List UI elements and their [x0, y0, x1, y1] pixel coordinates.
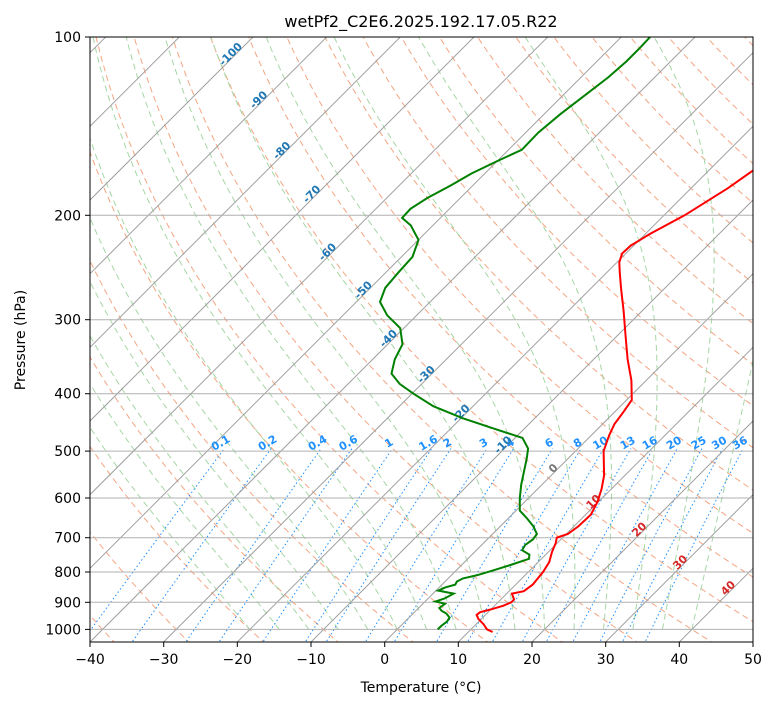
- wetbulb-label: -60: [316, 240, 339, 263]
- moist-adiabat-line: [654, 37, 714, 629]
- x-tick-label: −20: [223, 652, 253, 668]
- mixing-ratio-label: 0.2: [256, 433, 279, 454]
- mixing-ratio-label: 16: [640, 433, 660, 452]
- mixing-ratio-label: 20: [664, 433, 684, 452]
- wetbulb-label: -80: [270, 139, 293, 162]
- mixing-ratio-label: 3: [477, 436, 490, 451]
- x-tick-label: 30: [597, 652, 615, 668]
- moist-adiabat-line: [266, 37, 544, 629]
- x-axis-label: Temperature (°C): [360, 680, 482, 696]
- moist-adiabat-line: [334, 37, 575, 629]
- theta-e-label: 20: [629, 519, 649, 539]
- temperature-line: [477, 37, 775, 632]
- y-tick-label: 200: [54, 208, 81, 224]
- isotherm-line: [14, 24, 635, 645]
- dry-adiabat-line: [282, 26, 775, 644]
- isotherm-line: [751, 24, 775, 645]
- wetbulb-label: -100: [216, 40, 245, 69]
- y-tick-label: 400: [54, 387, 81, 403]
- mixing-ratio-label: 1.6: [416, 432, 440, 453]
- mixing-ratio-line: [435, 449, 553, 645]
- dry-adiabat-line: [0, 26, 266, 644]
- x-tick-label: 40: [670, 652, 688, 668]
- wetbulb-label: -50: [352, 278, 375, 301]
- x-axis-ticks: −40 −30 −20 −10 0 10 20 30 40 50: [75, 642, 762, 668]
- x-tick-label: −10: [296, 652, 326, 668]
- y-tick-label: 800: [54, 565, 81, 581]
- mixing-ratio-line: [184, 449, 321, 645]
- y-axis-ticks: 1000 900 800 700 600 500 400 300 200 100: [45, 30, 90, 638]
- mixing-ratio-label: 6: [543, 435, 556, 450]
- y-tick-label: 700: [54, 531, 81, 547]
- mixing-ratio-line: [644, 449, 743, 645]
- mixing-ratio-label: 2: [441, 436, 454, 451]
- dry-adiabat-line: [357, 26, 775, 644]
- x-tick-label: 20: [523, 652, 541, 668]
- dry-adiabat-line: [169, 26, 716, 644]
- wetbulb-label: -90: [247, 88, 270, 111]
- isotherm-line: [530, 24, 775, 645]
- moist-adiabat-line: [38, 37, 368, 629]
- mixing-ratio-line: [364, 449, 487, 645]
- y-tick-label: 600: [54, 491, 81, 507]
- x-tick-label: 10: [449, 652, 467, 668]
- moist-adiabat-line: [692, 37, 775, 629]
- wetbulb-label: -30: [415, 363, 438, 386]
- x-tick-label: 0: [380, 652, 389, 668]
- mixing-ratio-line: [572, 449, 678, 645]
- dry-adiabat-line: [18, 26, 416, 644]
- moist-adiabat-line: [211, 37, 515, 629]
- wetbulb-label: -70: [300, 182, 323, 205]
- wetbulb-label: -10: [491, 433, 514, 456]
- dry-adiabat-line: [659, 26, 775, 644]
- y-tick-label: 500: [54, 444, 81, 460]
- x-tick-label: −30: [149, 652, 179, 668]
- mixing-ratio-line: [261, 449, 392, 645]
- mixing-ratio-line: [393, 449, 514, 645]
- y-tick-label: 1000: [45, 622, 81, 638]
- mixing-ratio-line: [599, 449, 702, 645]
- plot-frame: [90, 37, 753, 642]
- y-tick-label: 300: [54, 313, 81, 329]
- isotherm-line: [0, 24, 487, 645]
- isotherm-line: [235, 24, 775, 645]
- mixing-ratio-label: 0.6: [337, 432, 361, 453]
- mixing-ratio-line: [545, 449, 653, 645]
- y-tick-label: 100: [54, 30, 81, 46]
- mixing-ratio-line: [325, 449, 451, 645]
- x-tick-label: 50: [744, 652, 762, 668]
- dry-adiabat-line: [734, 26, 775, 644]
- mixing-ratio-label: 1: [382, 436, 395, 451]
- dry-adiabat-line: [433, 26, 775, 644]
- dry-adiabat-line: [207, 26, 775, 644]
- chart-title: wetPf2_C2E6.2025.192.17.05.R22: [284, 12, 557, 32]
- dry-adiabat-line: [621, 26, 775, 644]
- mixing-ratio-label: 30: [709, 433, 729, 452]
- dry-adiabat-line: [584, 26, 775, 644]
- moist-adiabat-line: [93, 37, 427, 629]
- isobars: [90, 37, 753, 629]
- dry-adiabat-line: [697, 26, 775, 644]
- moist-adiabat-line: [0, 37, 250, 629]
- mixing-ratio-line: [304, 449, 432, 645]
- isotherm-line: [0, 24, 266, 645]
- mixing-ratio-label: 25: [689, 434, 709, 453]
- x-tick-label: −40: [75, 652, 105, 668]
- mixing-ratio-line: [621, 449, 722, 645]
- isotherm-line: [677, 24, 775, 645]
- theta-e-label: 40: [718, 578, 738, 598]
- y-tick-label: 900: [54, 595, 81, 611]
- mixing-ratio-label: 0.1: [209, 433, 232, 454]
- y-axis-label: Pressure (hPa): [13, 290, 29, 390]
- mixing-ratio-label: 0.4: [306, 432, 330, 453]
